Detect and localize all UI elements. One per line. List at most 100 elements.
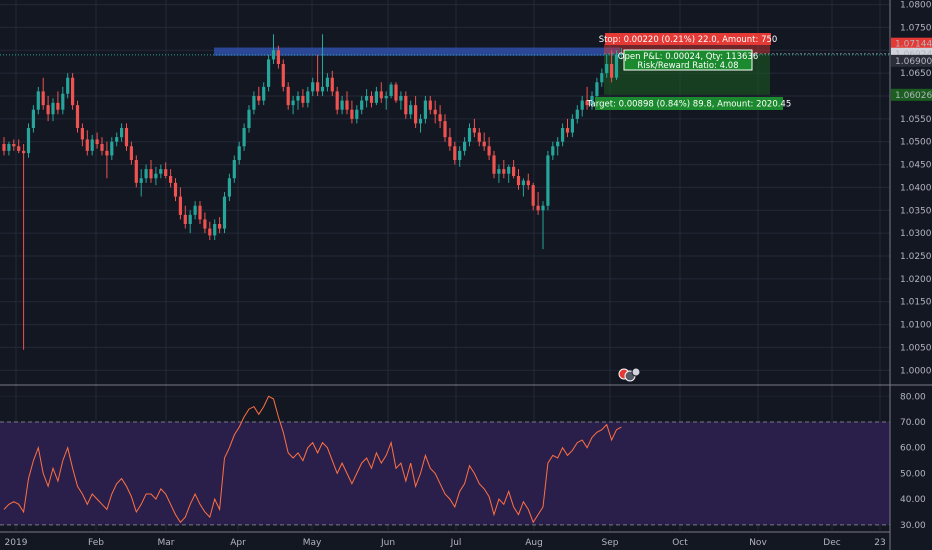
candle-body	[193, 205, 197, 215]
candle	[458, 146, 462, 167]
candle-body	[271, 50, 276, 60]
candle	[262, 82, 266, 106]
price-tick-label: 1.01000	[900, 321, 932, 331]
candle	[531, 182, 535, 211]
candle	[482, 132, 486, 151]
candle-body	[580, 100, 584, 110]
candle	[203, 212, 207, 234]
candle-body	[610, 64, 614, 78]
candle	[286, 82, 290, 110]
price-tag-bg	[891, 88, 932, 101]
candle	[95, 132, 99, 149]
candle	[46, 96, 50, 122]
candle-body	[585, 100, 589, 106]
candle	[105, 141, 109, 179]
candle-body	[316, 82, 320, 92]
candle	[521, 178, 525, 197]
stop-zone[interactable]	[604, 43, 770, 54]
pnl-label[interactable]: Open P&L: 0.00024, Qty: 113636Risk/Rewar…	[618, 49, 758, 71]
time-tick-label: Oct	[672, 538, 688, 548]
candle	[536, 192, 540, 215]
candle-body	[330, 77, 334, 92]
rsi-tick-label: 30.00	[900, 521, 926, 531]
time-tick-label: 23	[874, 538, 885, 548]
candle-body	[134, 160, 138, 183]
candle-body	[159, 169, 163, 174]
rsi-tick-label: 50.00	[900, 469, 926, 479]
candle	[22, 144, 26, 350]
candle	[26, 123, 31, 158]
candle	[541, 201, 545, 250]
candle-body	[561, 128, 565, 142]
candle-body	[502, 169, 506, 174]
candle	[575, 105, 579, 124]
candle-body	[188, 214, 192, 224]
candle-body	[482, 141, 486, 147]
candle-body	[61, 93, 65, 110]
candle	[384, 91, 388, 110]
candle	[56, 91, 60, 115]
candle	[164, 162, 168, 179]
candle	[526, 173, 530, 190]
candle	[516, 169, 521, 190]
candle-body	[120, 128, 124, 138]
candle-body	[340, 100, 344, 110]
event-icons[interactable]	[618, 367, 641, 382]
stop-label-text: Stop: 0.00220 (0.21%) 22.0, Amount: 750	[599, 35, 778, 45]
candle-body	[497, 169, 501, 174]
candle	[463, 137, 467, 156]
candle-body	[590, 96, 594, 106]
candle-body	[389, 84, 393, 96]
candle-body	[536, 205, 540, 211]
candle-body	[110, 141, 114, 156]
candle-body	[301, 96, 305, 103]
candle	[565, 118, 570, 138]
candle	[7, 141, 11, 156]
candle	[330, 70, 334, 96]
candle-body	[453, 146, 457, 160]
candle	[80, 123, 84, 147]
candle	[90, 134, 94, 156]
candle	[561, 123, 565, 147]
candle-body	[384, 96, 388, 99]
candle	[477, 128, 481, 147]
price-tick-label: 1.01500	[900, 298, 932, 308]
time-tick-label: Aug	[525, 538, 543, 548]
candle-body	[350, 109, 354, 119]
candle-body	[291, 100, 295, 106]
candle-body	[90, 139, 94, 151]
candle-body	[12, 144, 16, 147]
candle-body	[286, 86, 290, 106]
candle	[306, 86, 310, 108]
candle	[335, 86, 339, 115]
candle-body	[178, 196, 182, 215]
price-tick-label: 1.06500	[900, 69, 932, 79]
price-tag-bg	[891, 54, 932, 67]
price-tag-text: 1.06924	[895, 50, 932, 60]
price-tag: 1.06026	[891, 88, 932, 101]
candle-body	[105, 150, 109, 156]
candle-body	[208, 228, 212, 236]
candle-body	[80, 128, 84, 140]
candle	[85, 130, 89, 156]
stop-label[interactable]: Stop: 0.00220 (0.21%) 22.0, Amount: 750	[599, 33, 778, 45]
candle	[247, 105, 251, 133]
candle-body	[570, 118, 574, 133]
candle	[115, 132, 119, 147]
candle-body	[139, 178, 143, 183]
event-dividend-icon[interactable]	[631, 367, 641, 377]
target-label[interactable]: Target: 0.00898 (0.84%) 89.8, Amount: 20…	[586, 97, 792, 110]
candle	[433, 100, 437, 124]
candle-body	[218, 224, 222, 229]
time-tick-label: Apr	[230, 538, 246, 548]
resistance-zone[interactable]	[214, 47, 620, 56]
candle	[208, 221, 212, 240]
candle-body	[374, 91, 378, 103]
candle	[222, 192, 227, 234]
candle	[252, 91, 256, 115]
price-tick-label: 1.08000	[900, 1, 932, 11]
candle-body	[2, 144, 6, 151]
candle	[570, 114, 574, 138]
